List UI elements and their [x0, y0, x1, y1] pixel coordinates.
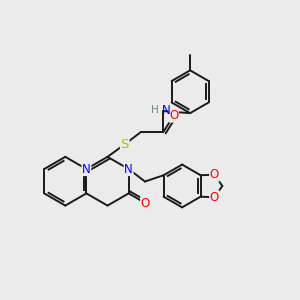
Text: O: O	[169, 109, 178, 122]
Text: H: H	[151, 106, 159, 116]
Text: O: O	[141, 196, 150, 210]
Text: O: O	[210, 191, 219, 204]
Text: O: O	[210, 168, 219, 181]
Text: S: S	[121, 138, 129, 151]
Text: N: N	[162, 104, 171, 117]
Text: N: N	[82, 163, 91, 176]
Text: N: N	[124, 163, 133, 176]
